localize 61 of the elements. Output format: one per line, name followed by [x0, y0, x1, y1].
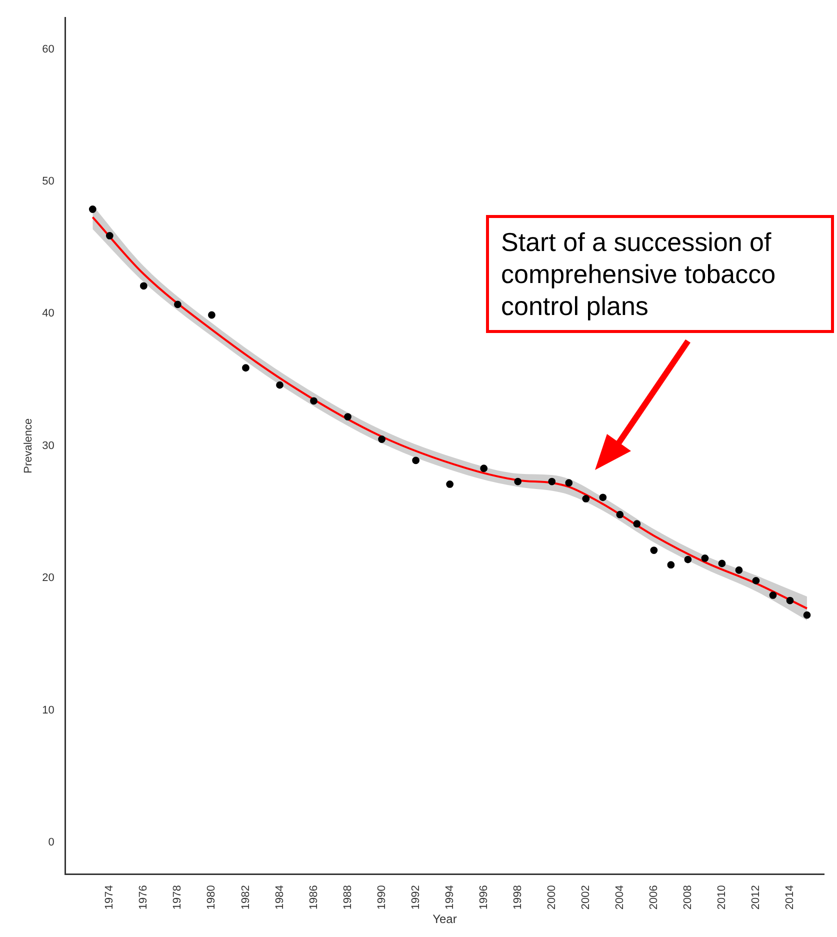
point: [701, 554, 709, 562]
point: [242, 364, 250, 372]
point: [412, 456, 420, 464]
point: [650, 546, 658, 554]
point: [88, 206, 96, 213]
x-tick-label: 2014: [784, 885, 796, 910]
x-tick-label: 2002: [580, 885, 592, 910]
x-tick-label: 2010: [716, 885, 728, 910]
x-tick-label: 1986: [308, 885, 320, 910]
x-tick-label: 2000: [546, 885, 558, 910]
y-tick-label: 0: [48, 836, 54, 848]
point: [514, 478, 522, 486]
point: [565, 479, 573, 487]
annotation: Start of a succession of comprehensive tobacco control plans: [486, 215, 834, 333]
point: [599, 494, 607, 502]
y-tick-label: 30: [42, 440, 54, 452]
x-tick-label: 1994: [444, 885, 456, 910]
point: [803, 611, 811, 619]
point: [582, 495, 590, 502]
point: [310, 397, 318, 405]
y-tick-label: 40: [42, 308, 54, 320]
point: [276, 381, 284, 389]
x-tick-label: 1980: [206, 885, 218, 910]
point: [446, 480, 454, 488]
point: [140, 282, 148, 290]
point: [106, 232, 114, 240]
point: [786, 596, 794, 604]
point: [735, 566, 743, 574]
x-tick-label: 1988: [342, 885, 354, 910]
x-tick-label: 1998: [512, 885, 524, 910]
x-tick-label: 1974: [104, 885, 116, 910]
x-tick-label: 1984: [274, 885, 286, 910]
point: [616, 510, 624, 518]
y-tick-label: 50: [42, 176, 54, 188]
point: [548, 478, 556, 486]
point: [208, 311, 216, 319]
y-tick-label: 60: [42, 43, 54, 56]
y-tick-label: 10: [42, 704, 54, 716]
x-tick-label: 1996: [478, 885, 490, 910]
x-tick-label: 1978: [172, 885, 184, 910]
y-axis-title: Prevalence: [22, 418, 35, 474]
point: [633, 520, 641, 528]
x-tick-label: 1976: [138, 885, 150, 910]
point: [480, 464, 488, 472]
point: [769, 592, 777, 599]
x-tick-label: 2006: [648, 885, 660, 910]
point: [684, 556, 692, 564]
x-tick-label: 1992: [410, 885, 422, 910]
y-tick-label: 20: [42, 572, 54, 584]
point: [174, 300, 182, 308]
x-tick-label: 2012: [750, 885, 762, 910]
point: [752, 576, 760, 584]
x-axis-title: Year: [432, 912, 457, 926]
point: [718, 560, 726, 568]
x-tick-label: 2004: [614, 885, 626, 910]
point: [344, 413, 352, 420]
x-tick-label: 1982: [240, 885, 252, 910]
x-tick-label: 2008: [682, 885, 694, 910]
point: [378, 436, 386, 443]
point: [667, 561, 675, 569]
x-tick-label: 1990: [376, 885, 388, 910]
